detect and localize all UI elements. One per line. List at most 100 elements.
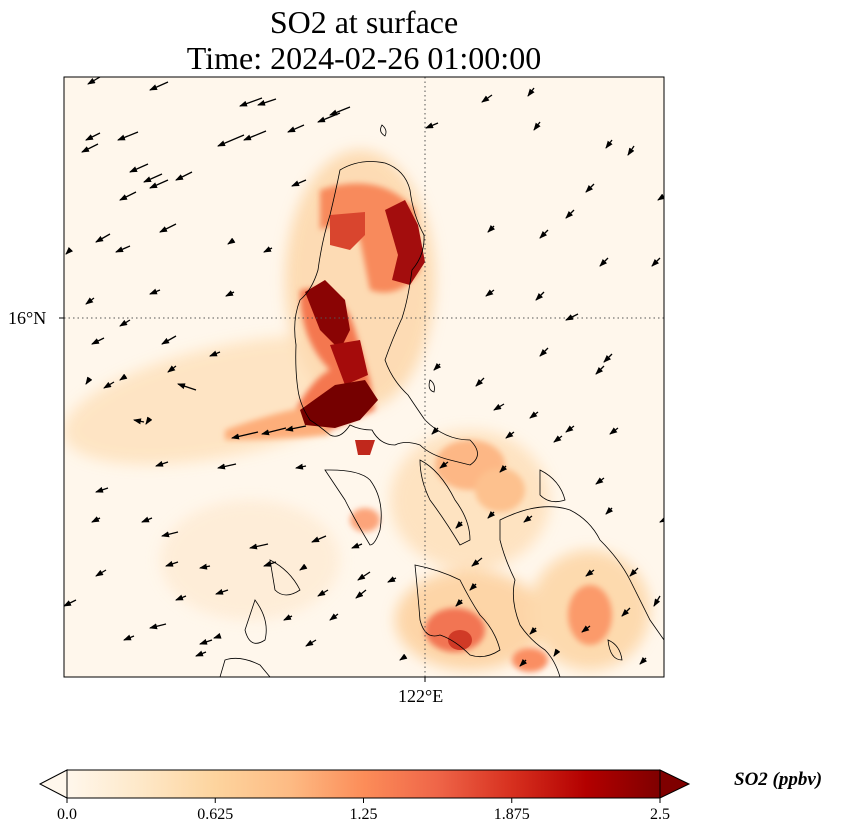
wind-arrow [639, 656, 648, 665]
wind-arrow [659, 516, 664, 523]
wind-arrow [529, 411, 539, 419]
wind-arrow [195, 650, 207, 657]
wind-arrow [149, 81, 169, 91]
wind-arrow [295, 463, 307, 470]
wind-arrow [117, 131, 139, 141]
wind-arrow [145, 416, 153, 425]
wind-arrow [487, 224, 496, 233]
wind-arrow [425, 122, 439, 129]
wind-arrow [141, 516, 153, 523]
wind-arrow [455, 598, 464, 607]
wind-arrow [499, 464, 508, 473]
wind-arrow [177, 383, 197, 391]
wind-arrow [143, 173, 163, 183]
wind-arrow [115, 245, 131, 253]
wind-arrow [161, 531, 179, 538]
wind-arrow [533, 121, 541, 131]
wind-arrow [87, 77, 101, 85]
wind-arrow [263, 560, 277, 567]
wind-arrow [149, 179, 169, 189]
wind-arrow [95, 569, 107, 577]
wind-arrow [103, 381, 115, 389]
wind-arrow [539, 347, 549, 357]
wind-arrow [493, 403, 505, 411]
wind-arrow [161, 335, 177, 345]
wind-arrow [287, 124, 305, 133]
wind-arrow [81, 143, 99, 153]
wind-arrow [605, 139, 613, 149]
colorbar-label: SO2 (ppbv) [734, 769, 823, 790]
wind-arrow [565, 313, 579, 321]
wind-arrow [119, 319, 131, 327]
wind-arrow [285, 425, 307, 432]
wind-arrow [609, 427, 619, 435]
wind-arrow [627, 145, 635, 156]
wind-arrow [605, 506, 614, 515]
wind-arrow [529, 626, 538, 635]
wind-arrow [651, 257, 661, 267]
colorbar-extend-max [659, 769, 691, 799]
wind-arrow [261, 427, 287, 436]
wind-arrow [485, 289, 495, 297]
wind-arrow [351, 542, 363, 549]
coastlines [219, 124, 664, 677]
wind-arrow [535, 291, 545, 301]
map-frame [63, 76, 665, 678]
wind-arrow [629, 567, 639, 577]
wind-arrow [291, 179, 307, 187]
map-title-line1: SO2 at surface [269, 4, 459, 40]
wind-arrow [481, 94, 493, 103]
longitude-label: 122°E [398, 686, 444, 706]
wind-arrow [159, 223, 177, 233]
wind-arrow [505, 431, 515, 439]
wind-arrow [123, 634, 135, 641]
wind-arrow [85, 132, 101, 141]
colorbar-extend-min [38, 769, 68, 799]
colorbar-tick-label: 1.875 [493, 806, 530, 823]
wind-arrow [213, 632, 222, 639]
wind-arrow [165, 560, 179, 567]
wind-arrow [553, 435, 563, 443]
wind-arrow [231, 431, 259, 440]
wind-arrow [85, 376, 93, 385]
wind-arrow [475, 377, 485, 387]
wind-arrow [355, 589, 367, 599]
wind-arrow [209, 350, 221, 357]
wind-arrow [599, 257, 609, 267]
wind-arrow [657, 193, 664, 201]
wind-arrow [519, 658, 528, 667]
latitude-label: 16°N [8, 308, 47, 328]
wind-arrow [653, 595, 661, 607]
wind-arrow [487, 510, 496, 519]
wind-arrow [311, 535, 327, 543]
wind-arrow [129, 163, 149, 173]
wind-arrow [283, 614, 293, 621]
wind-arrow [239, 97, 263, 107]
colorbar-tick-label: 0.625 [197, 806, 234, 823]
wind-vector-field [64, 77, 664, 667]
wind-arrow [399, 653, 408, 661]
wind-arrow [595, 365, 605, 375]
wind-arrow [95, 233, 111, 243]
wind-arrow [155, 460, 169, 467]
wind-arrow [305, 639, 317, 647]
colorbar-tick-label: 2.5 [650, 806, 670, 823]
wind-arrow [257, 98, 277, 106]
wind-arrow [387, 576, 397, 583]
wind-arrow [225, 290, 235, 297]
colorbar-tick-label: 1.25 [349, 806, 378, 823]
wind-arrow [65, 246, 74, 255]
wind-arrow [215, 588, 229, 595]
wind-arrow [581, 625, 591, 633]
wind-arrow [217, 134, 245, 147]
wind-arrow [603, 353, 613, 363]
wind-arrow [149, 288, 161, 295]
wind-arrow [621, 607, 631, 617]
wind-arrow [431, 426, 440, 435]
map-title-line2: Time: 2024-02-26 01:00:00 [186, 40, 542, 76]
wind-arrow [527, 87, 535, 97]
wind-arrow [91, 516, 101, 523]
wind-arrow [299, 563, 308, 571]
wind-arrow [329, 106, 351, 116]
